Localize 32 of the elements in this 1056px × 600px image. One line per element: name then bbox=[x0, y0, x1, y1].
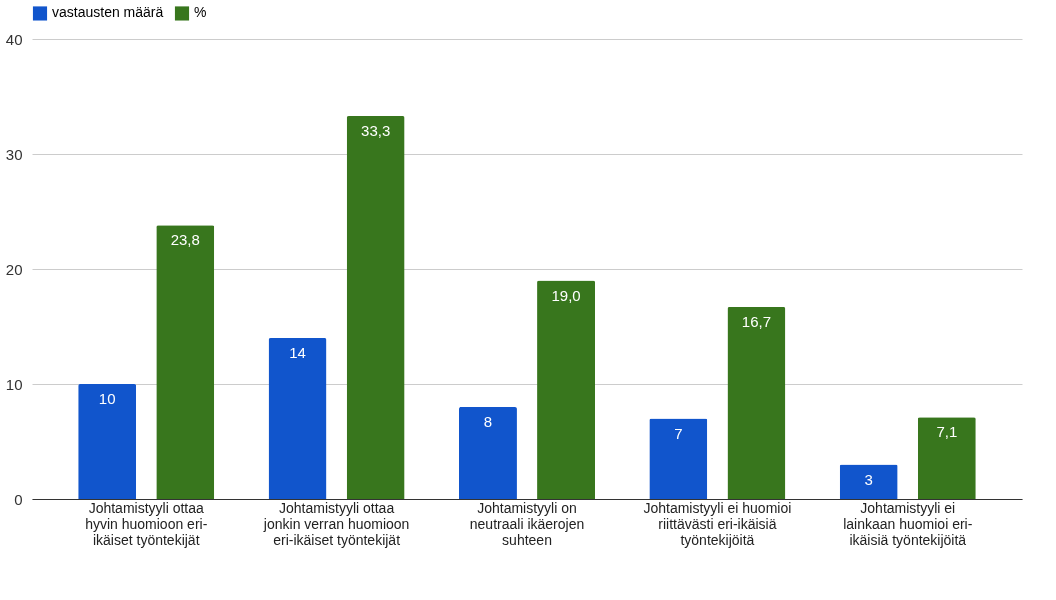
data-label: 8 bbox=[483, 413, 493, 430]
x-tick-label: Johtamistyyli ottaa hyvin huomioon eri-ikäiset työntekijät bbox=[85, 499, 208, 548]
bar bbox=[346, 116, 405, 499]
data-label: 14 bbox=[289, 344, 306, 361]
bar bbox=[727, 306, 786, 499]
bar bbox=[839, 464, 898, 499]
data-label: 16,7 bbox=[741, 312, 772, 330]
bar bbox=[537, 280, 596, 499]
bar bbox=[156, 225, 215, 499]
y-tick-label: 0 bbox=[14, 490, 23, 508]
data-label: 10 bbox=[98, 390, 116, 407]
bar bbox=[458, 407, 517, 499]
bar bbox=[917, 417, 976, 499]
y-tick-label: 10 bbox=[5, 375, 23, 393]
y-tick-label: 40 bbox=[5, 30, 23, 48]
data-label: 19,0 bbox=[551, 286, 581, 304]
x-tick-label: Johtamistyyli ei huomioi riittävästi eri-ikäisiä työntekijöitä bbox=[643, 499, 792, 548]
y-tick-label: 30 bbox=[5, 145, 23, 163]
x-tick-label: Johtamistyyli on neutraali ikäerojen suhteen bbox=[469, 499, 585, 548]
data-label: 7 bbox=[674, 424, 683, 442]
data-label: 7,1 bbox=[936, 423, 958, 441]
legend-label: vastausten määrä bbox=[52, 4, 164, 21]
y-tick-label: 20 bbox=[5, 260, 23, 278]
x-tick-label: Johtamistyyli ottaa jonkin verran huomioon eri-ikäiset työntekijät bbox=[262, 499, 410, 548]
bar bbox=[268, 338, 327, 499]
x-tick-label: Johtamistyyli ei lainkaan huomioi eri-ikäisiä työntekijöitä bbox=[843, 499, 973, 548]
legend-label: % bbox=[194, 4, 207, 21]
data-label: 3 bbox=[864, 470, 873, 488]
bar bbox=[78, 384, 137, 499]
bar bbox=[649, 418, 708, 499]
data-label: 23,8 bbox=[170, 231, 200, 249]
data-label: 33,3 bbox=[361, 122, 391, 140]
